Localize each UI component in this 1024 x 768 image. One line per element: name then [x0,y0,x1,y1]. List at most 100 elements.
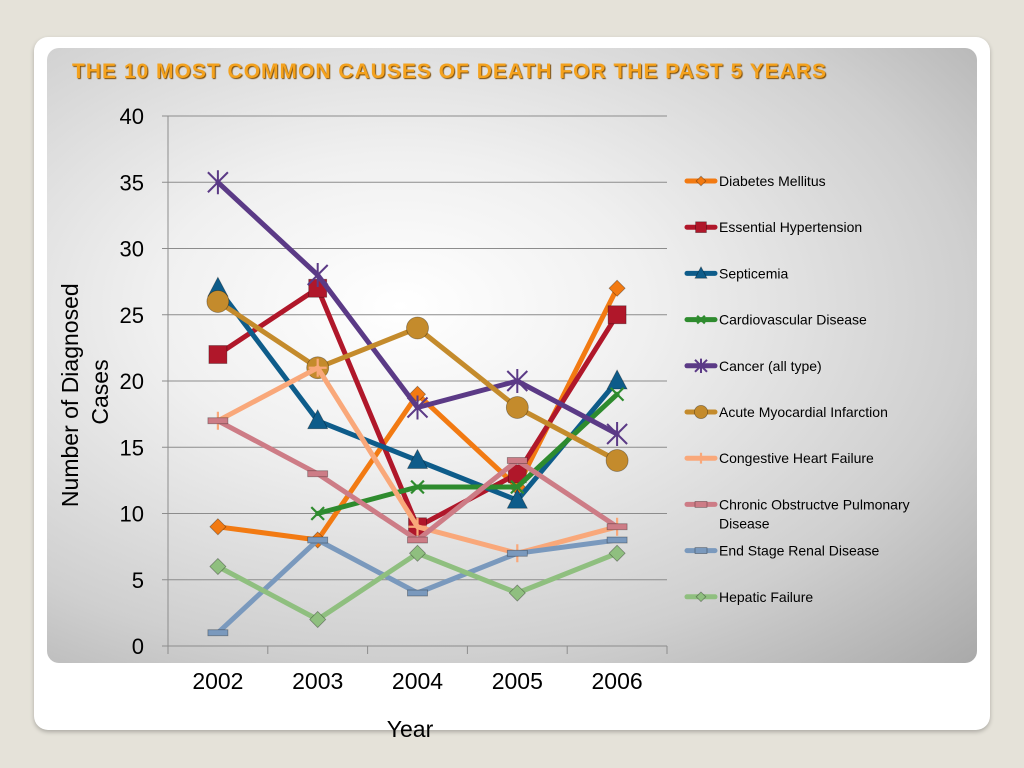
data-point [605,449,629,472]
legend-label: Acute Myocardial Infarction [719,404,888,420]
legend-label: Chronic Obstructve Pulmonary Disease [719,496,910,531]
data-point [307,536,329,544]
y-tick-label: 30 [120,237,144,262]
data-point [407,589,428,597]
series-3 [207,276,628,509]
legend-label: Diabetes Mellitus [719,173,826,189]
series-8 [207,417,628,544]
legend-label: Cardiovascular Disease [719,312,867,328]
legend-label: Essential Hypertension [719,219,862,235]
legend-marker [695,452,707,464]
y-tick-label: 35 [120,170,144,195]
legend-item: Hepatic Failure [684,589,813,605]
data-point [506,369,529,393]
legend-label: Congestive Heart Failure [719,450,874,466]
series-4 [310,387,625,521]
legend-label: Septicemia [719,265,788,281]
y-axis-title: Number of Diagnosed Cases [57,277,113,507]
x-tick-label: 2002 [192,668,243,694]
data-point [506,457,528,464]
y-tick-label: 25 [120,303,144,328]
data-point [408,517,427,536]
legend-label: Cancer (all type) [719,358,822,374]
y-tick-label: 40 [120,104,144,129]
data-point [309,610,327,629]
chart-panel [47,48,977,663]
legend-item: Septicemia [684,265,788,281]
data-point [209,518,227,536]
y-tick-label: 20 [120,369,144,394]
legend-item: End Stage Renal Disease [684,543,880,559]
y-tick-label: 10 [120,502,144,527]
data-point [507,464,527,484]
slide-title: THE 10 MOST COMMON CAUSES OF DEATH FOR T… [72,60,828,83]
legend-marker [694,404,709,419]
legend-marker [695,221,707,234]
series-9 [207,536,628,637]
data-point [608,544,626,562]
series-lines [206,170,629,637]
legend-label: Hepatic Failure [719,589,813,605]
data-point [406,316,429,340]
y-tick-label: 0 [132,634,144,659]
series-line [315,391,620,516]
legend-item: Congestive Heart Failure [684,450,874,466]
legend-marker [694,265,708,279]
data-point [510,479,525,495]
data-point [506,488,528,509]
y-tick-label: 15 [120,435,144,460]
data-point [606,523,628,531]
legend-item: Chronic Obstructve Pulmonary Disease [684,496,910,531]
data-point [206,290,230,313]
legend-item: Cardiovascular Disease [684,312,867,328]
data-point [208,345,228,364]
data-point [410,479,425,495]
data-point [606,536,628,544]
data-point [508,584,526,602]
series-line [215,550,620,622]
legend-item: Diabetes Mellitus [684,173,826,189]
legend-marker [695,175,707,187]
data-point [609,387,625,402]
legend-label: End Stage Renal Disease [719,543,880,559]
data-point [307,470,329,478]
x-tick-label: 2004 [392,668,443,694]
grid [168,115,667,581]
data-point [306,263,329,287]
data-point [308,358,327,377]
series-10 [209,544,626,629]
data-point [505,396,529,419]
data-point [406,448,429,469]
x-axis-title: Year [387,716,434,742]
data-point [408,544,427,562]
legend-marker [694,500,708,508]
data-point [607,305,627,325]
legend: Diabetes Mellitus Essential Hypertension S… [684,173,910,605]
x-tick-label: 2005 [492,668,543,694]
data-point [207,417,229,425]
legend-item: Cancer (all type) [684,358,822,374]
data-point [608,279,626,297]
data-point [207,629,229,637]
data-point [307,408,329,430]
data-point [310,506,325,521]
legend-item: Essential Hypertension [684,219,862,235]
y-tick-label: 5 [132,568,144,593]
legend-item: Acute Myocardial Infarction [684,404,888,420]
legend-marker [696,314,706,325]
series-5 [207,170,628,446]
legend-marker [694,358,708,373]
data-point [406,395,429,420]
data-point [606,369,628,390]
data-point [209,557,227,576]
data-point [606,422,628,446]
data-point [407,536,428,544]
legend-marker [695,591,707,603]
legend-marker [694,547,708,554]
x-tick-label: 2003 [292,668,343,694]
x-tick-label: 2006 [592,668,643,694]
data-point [506,549,528,557]
axes: 0 5 10 15 20 25 30 35 40 2002 2003 2004 2005 2006 [120,104,668,694]
data-point [207,170,229,195]
